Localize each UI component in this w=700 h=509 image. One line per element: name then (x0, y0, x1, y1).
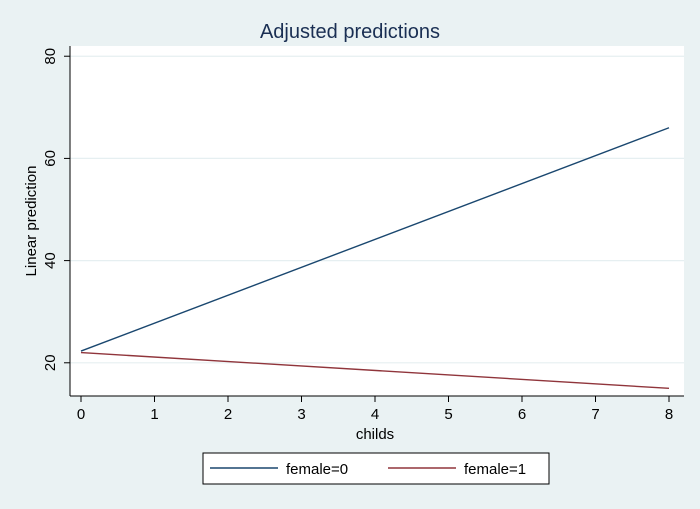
legend-label-2: female=1 (464, 461, 526, 478)
chart-title: Adjusted predictions (260, 21, 440, 43)
x-tick-label-2: 2 (224, 406, 232, 423)
y-tick-label-20: 20 (42, 354, 59, 371)
y-tick-label-60: 60 (42, 150, 59, 167)
legend-label-1: female=0 (286, 461, 348, 478)
x-tick-label-1: 1 (150, 406, 158, 423)
legend: female=0 female=1 (202, 452, 550, 485)
series-line-2 (80, 351, 670, 390)
x-tick-label-7: 7 (591, 406, 599, 423)
x-tick-label-0: 0 (77, 406, 85, 423)
x-axis-ticks: 0 1 2 3 4 5 6 7 8 (77, 396, 673, 423)
y-axis-label: Linear prediction (23, 166, 40, 277)
x-axis-label: childs (356, 426, 394, 443)
x-tick-label-8: 8 (665, 406, 673, 423)
y-tick-label-40: 40 (42, 252, 59, 269)
legend-box (202, 452, 550, 485)
x-tick-label-5: 5 (444, 406, 452, 423)
y-axis-ticks: 20 40 60 80 (42, 48, 70, 371)
y-tick-label-80: 80 (42, 48, 59, 65)
x-tick-label-3: 3 (297, 406, 305, 423)
series-line-1 (80, 127, 670, 352)
grid-lines (70, 55, 684, 364)
x-tick-label-6: 6 (518, 406, 526, 423)
series-lines (80, 127, 670, 390)
plot-area (70, 46, 684, 396)
x-tick-label-4: 4 (371, 406, 379, 423)
